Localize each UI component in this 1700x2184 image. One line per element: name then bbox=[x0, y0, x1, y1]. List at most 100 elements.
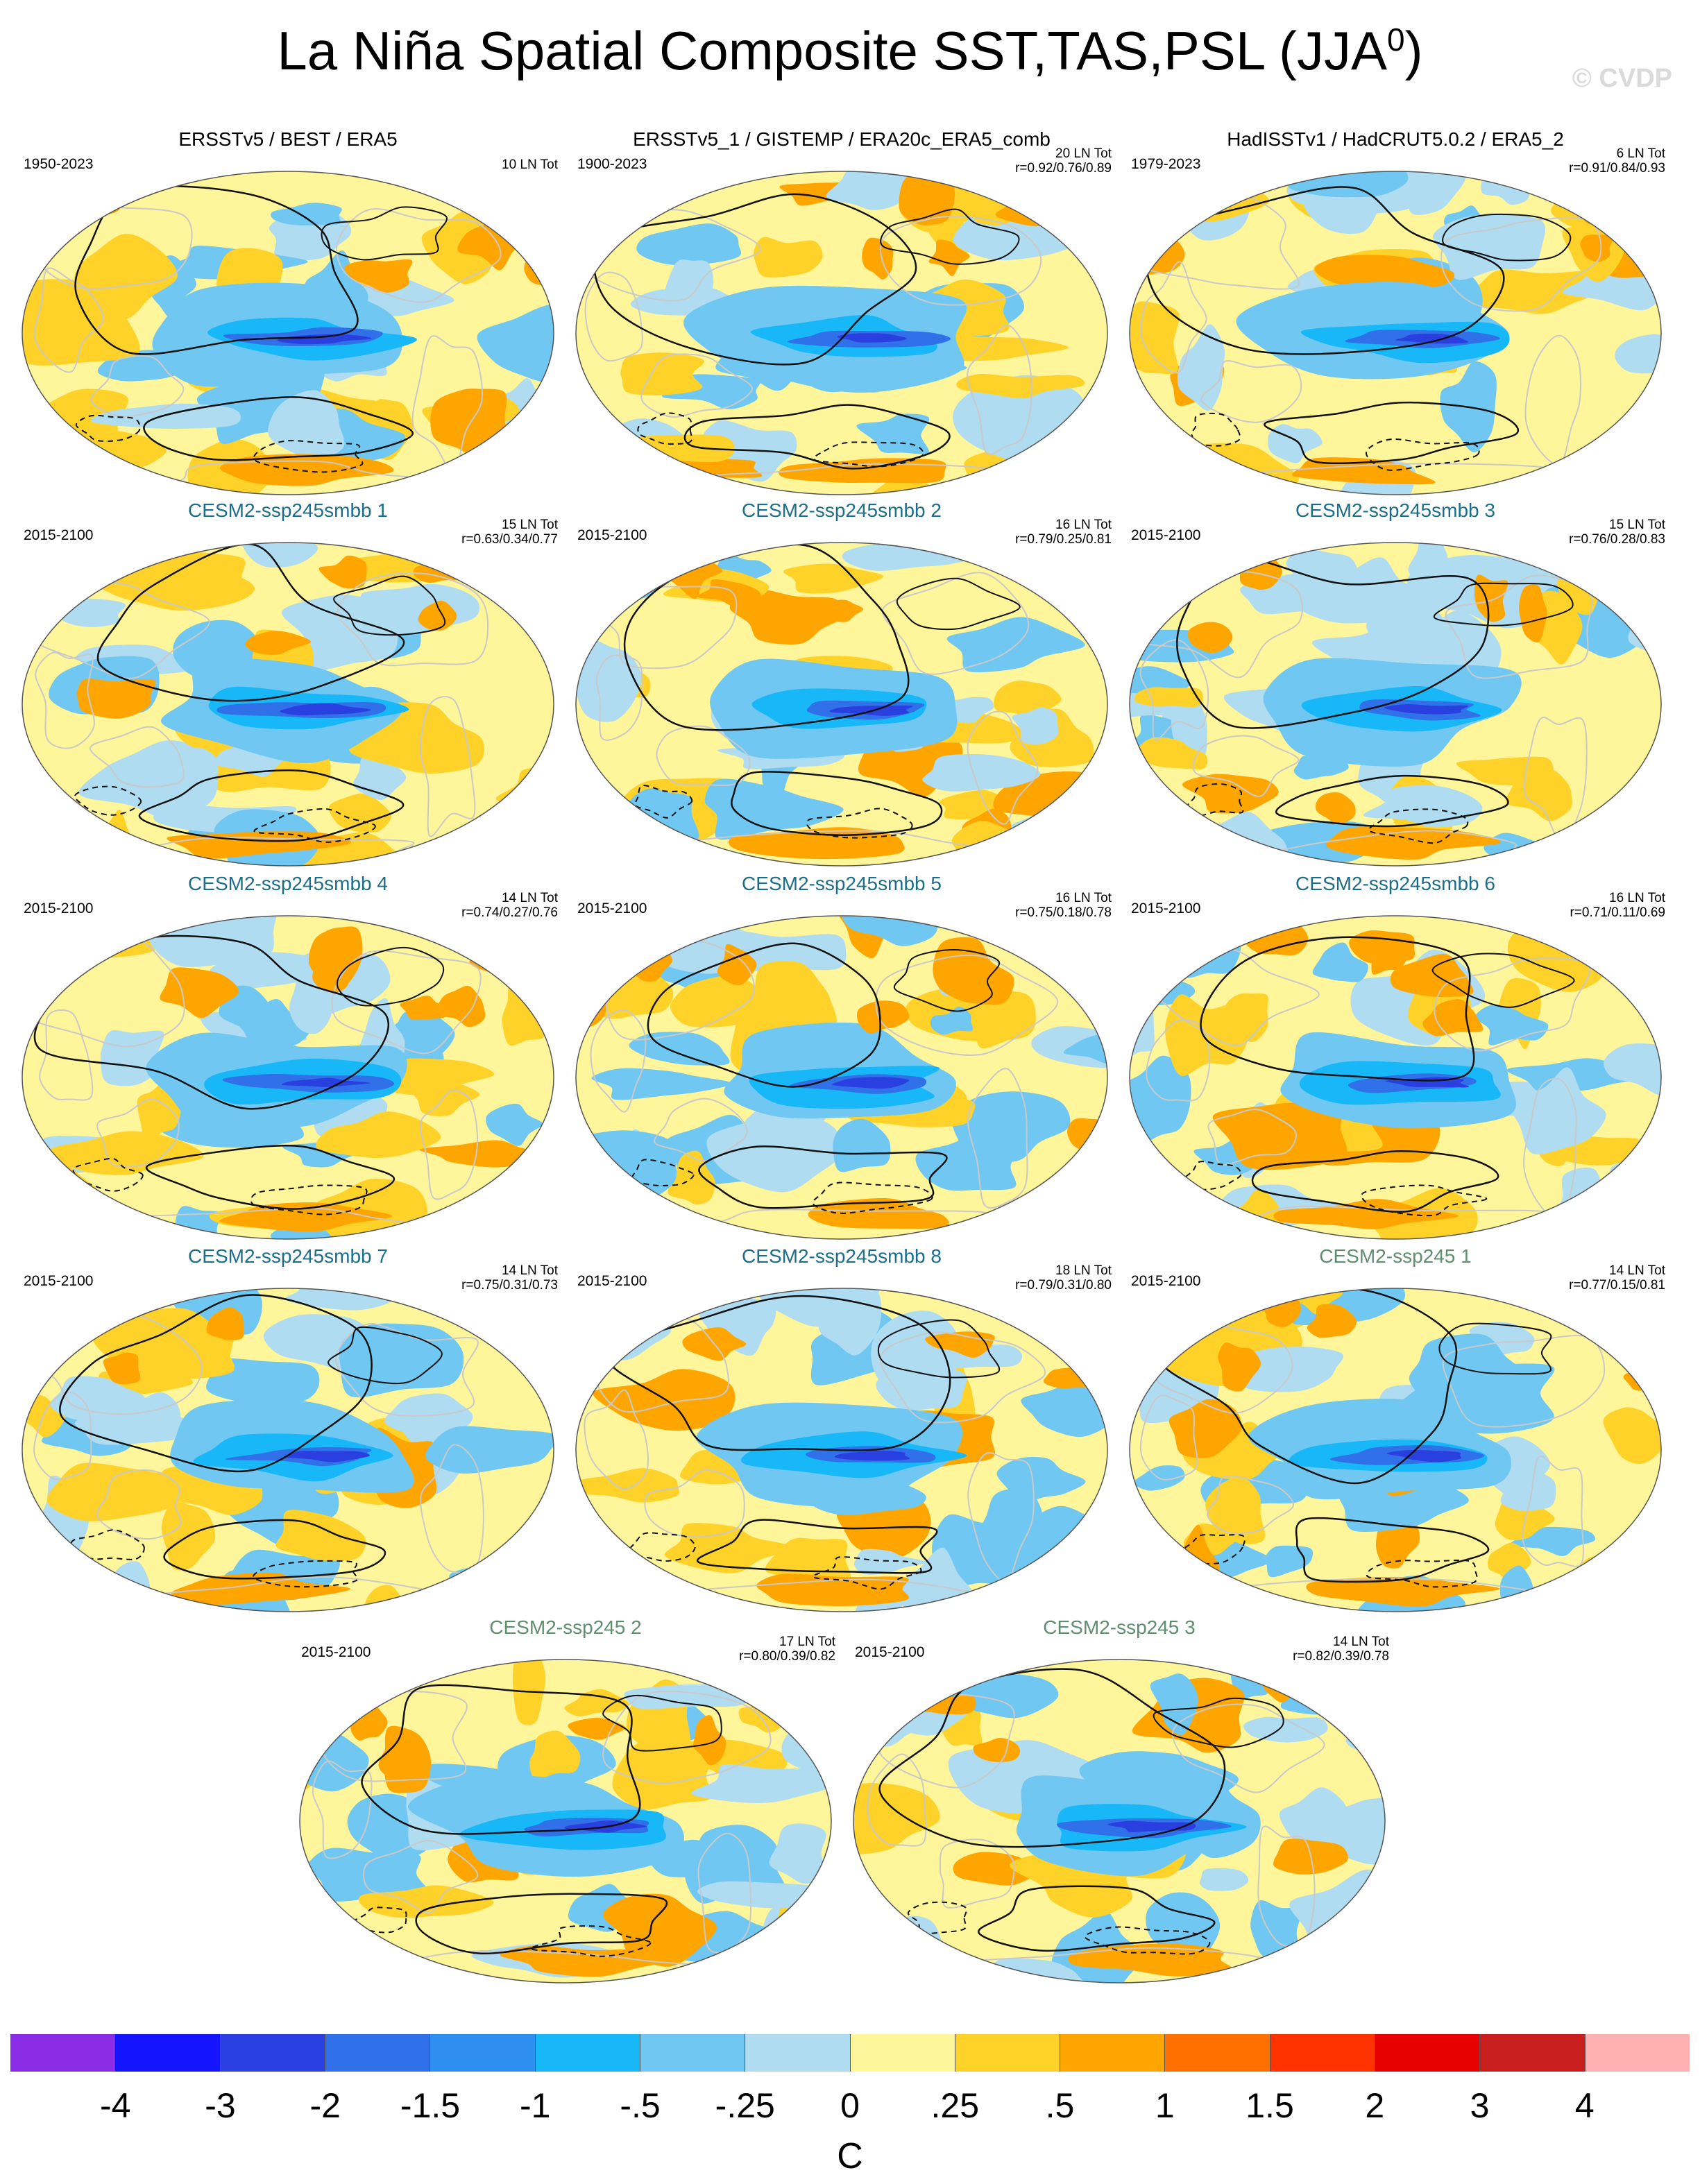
panel-stats: 14 LN Tot r=0.77/0.15/0.81 bbox=[1569, 1263, 1665, 1293]
colorbar-swatch bbox=[115, 2034, 221, 2072]
map-panel: CESM2-ssp245smbb 6 2015-2100 16 LN Tot r=0.… bbox=[1121, 873, 1669, 1247]
title-close: ) bbox=[1404, 20, 1423, 81]
panel-stat: r=0.80/0.39/0.82 bbox=[739, 1649, 835, 1664]
panel-stats: 16 LN Tot r=0.71/0.11/0.69 bbox=[1570, 891, 1665, 920]
panel-title: ERSSTv5 / BEST / ERA5 bbox=[178, 128, 398, 150]
map-panel: CESM2-ssp245 3 2015-2100 14 LN Tot r=0.82/0… bbox=[845, 1616, 1393, 1991]
colorbar-tick-label: 1.5 bbox=[1246, 2086, 1294, 2125]
panel-stat: 20 LN Tot bbox=[1055, 146, 1112, 161]
colorbar-swatch bbox=[1585, 2034, 1690, 2072]
map-panel: CESM2-ssp245smbb 4 2015-2100 14 LN Tot r=0.… bbox=[14, 873, 562, 1247]
colorbar-swatch bbox=[1375, 2034, 1481, 2072]
map-plot bbox=[299, 1659, 832, 1983]
colorbar-tick-label: -1 bbox=[520, 2086, 551, 2125]
map-plot bbox=[22, 915, 554, 1240]
map-panel: CESM2-ssp245smbb 5 2015-2100 16 LN Tot r=0.… bbox=[568, 873, 1116, 1247]
map-plot bbox=[1129, 915, 1662, 1240]
panel-period: 2015-2100 bbox=[24, 1273, 94, 1289]
panel-period: 2015-2100 bbox=[301, 1644, 371, 1660]
colorbar-swatch bbox=[10, 2034, 116, 2072]
map-plot bbox=[1129, 542, 1662, 867]
colorbar-swatch bbox=[535, 2034, 640, 2072]
map-plot bbox=[22, 171, 554, 495]
colorbar-tick-label: .5 bbox=[1045, 2086, 1075, 2125]
colorbar-tick-label: -1.5 bbox=[400, 2086, 461, 2125]
map-panel: ERSSTv5_1 / GISTEMP / ERA20c_ERA5_comb 19… bbox=[568, 128, 1116, 503]
colorbar-swatch bbox=[850, 2034, 955, 2072]
panel-title: CESM2-ssp245smbb 3 bbox=[1295, 500, 1495, 521]
panel-stat: r=0.71/0.11/0.69 bbox=[1570, 905, 1665, 920]
map-plot bbox=[22, 542, 554, 867]
colorbar-swatch bbox=[1060, 2034, 1166, 2072]
figure-title: La Niña Spatial Composite SST,TAS,PSL (J… bbox=[0, 19, 1700, 83]
panel-stat: r=0.75/0.18/0.78 bbox=[1015, 905, 1112, 920]
map-plot bbox=[575, 542, 1108, 867]
map-plot bbox=[1129, 171, 1662, 495]
colorbar-swatch bbox=[1480, 2034, 1586, 2072]
panel-stat: 14 LN Tot bbox=[502, 1263, 558, 1278]
title-text: La Niña Spatial Composite SST,TAS,PSL (J… bbox=[277, 20, 1388, 81]
colorbar-tick-label: -3 bbox=[205, 2086, 236, 2125]
panel-title: CESM2-ssp245smbb 5 bbox=[742, 873, 942, 894]
panel-title: HadISSTv1 / HadCRUT5.0.2 / ERA5_2 bbox=[1227, 128, 1564, 150]
map-plot bbox=[575, 915, 1108, 1240]
panel-stat: 16 LN Tot bbox=[1055, 891, 1112, 905]
colorbar-tick-label: -2 bbox=[309, 2086, 341, 2125]
panel-period: 2015-2100 bbox=[1131, 901, 1201, 916]
map-plot bbox=[22, 1288, 554, 1612]
map-panel: CESM2-ssp245smbb 8 2015-2100 18 LN Tot r=0.… bbox=[568, 1245, 1116, 1620]
panel-stats: 20 LN Tot r=0.92/0.76/0.89 bbox=[1015, 146, 1112, 176]
colorbar-swatch bbox=[1165, 2034, 1270, 2072]
panel-stat: r=0.91/0.84/0.93 bbox=[1569, 161, 1665, 176]
colorbar-tick-label: 4 bbox=[1574, 2086, 1595, 2125]
panel-stats: 6 LN Tot r=0.91/0.84/0.93 bbox=[1569, 146, 1665, 176]
panel-stats: 14 LN Tot r=0.75/0.31/0.73 bbox=[461, 1263, 558, 1293]
panel-stat: 15 LN Tot bbox=[502, 518, 558, 532]
panel-period: 2015-2100 bbox=[577, 1273, 647, 1289]
panel-stats: 16 LN Tot r=0.79/0.25/0.81 bbox=[1015, 518, 1112, 547]
panel-stat: 14 LN Tot bbox=[502, 891, 558, 905]
panel-stats: 10 LN Tot bbox=[502, 157, 558, 172]
panel-title: CESM2-ssp245 1 bbox=[1319, 1245, 1472, 1267]
colorbar-tick-label: -4 bbox=[100, 2086, 131, 2125]
colorbar-swatch bbox=[955, 2034, 1061, 2072]
colorbar-tick-label: 3 bbox=[1470, 2086, 1490, 2125]
panel-stat: r=0.79/0.25/0.81 bbox=[1015, 532, 1112, 547]
panel-stat: 14 LN Tot bbox=[1333, 1635, 1389, 1649]
colorbar-unit: C bbox=[837, 2136, 863, 2176]
panel-stat: r=0.74/0.27/0.76 bbox=[461, 905, 558, 920]
panel-title: CESM2-ssp245smbb 8 bbox=[742, 1245, 942, 1267]
colorbar-tick-label: 1 bbox=[1155, 2086, 1175, 2125]
map-panel: ERSSTv5 / BEST / ERA5 1950-2023 10 LN Tot bbox=[14, 128, 562, 503]
map-panel: CESM2-ssp245 2 2015-2100 17 LN Tot r=0.80/0… bbox=[291, 1616, 840, 1991]
panel-period: 1900-2023 bbox=[577, 156, 647, 172]
panel-stat: 18 LN Tot bbox=[1055, 1263, 1112, 1278]
panel-stat: r=0.63/0.34/0.77 bbox=[461, 532, 558, 547]
panel-title: CESM2-ssp245smbb 6 bbox=[1295, 873, 1495, 894]
panel-title: CESM2-ssp245smbb 4 bbox=[188, 873, 388, 894]
map-panel: CESM2-ssp245smbb 7 2015-2100 14 LN Tot r=0.… bbox=[14, 1245, 562, 1620]
panel-stat: 15 LN Tot bbox=[1609, 518, 1665, 532]
panel-title: ERSSTv5_1 / GISTEMP / ERA20c_ERA5_comb bbox=[633, 128, 1051, 150]
colorbar-tick-label: -.5 bbox=[620, 2086, 661, 2125]
panel-period: 2015-2100 bbox=[24, 527, 94, 543]
colorbar-swatch bbox=[640, 2034, 746, 2072]
panel-period: 1950-2023 bbox=[24, 156, 94, 172]
panel-stats: 17 LN Tot r=0.80/0.39/0.82 bbox=[739, 1635, 835, 1664]
panel-stat: 6 LN Tot bbox=[1616, 146, 1665, 161]
panel-stat: 14 LN Tot bbox=[1609, 1263, 1665, 1278]
panel-title: CESM2-ssp245smbb 1 bbox=[188, 500, 388, 521]
colorbar-swatch bbox=[430, 2034, 536, 2072]
panel-stats: 15 LN Tot r=0.63/0.34/0.77 bbox=[461, 518, 558, 547]
panel-stat: r=0.92/0.76/0.89 bbox=[1015, 161, 1112, 176]
panel-stat: 16 LN Tot bbox=[1055, 518, 1112, 532]
panel-stat: r=0.75/0.31/0.73 bbox=[461, 1278, 558, 1293]
map-panel: HadISSTv1 / HadCRUT5.0.2 / ERA5_2 1979-20… bbox=[1121, 128, 1669, 503]
colorbar-tick-label: 2 bbox=[1365, 2086, 1385, 2125]
panel-stat: r=0.82/0.39/0.78 bbox=[1293, 1649, 1389, 1664]
panel-stat: r=0.76/0.28/0.83 bbox=[1569, 532, 1665, 547]
panel-period: 2015-2100 bbox=[1131, 1273, 1201, 1289]
panel-period: 2015-2100 bbox=[24, 901, 94, 916]
map-plot bbox=[1129, 1288, 1662, 1612]
panel-stat: 16 LN Tot bbox=[1609, 891, 1665, 905]
